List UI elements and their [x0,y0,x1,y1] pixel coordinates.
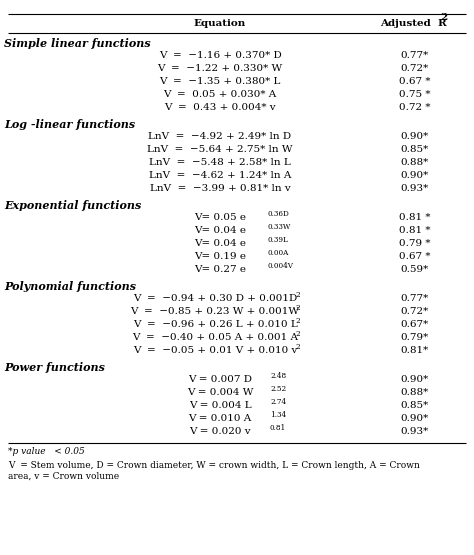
Text: 2.74: 2.74 [270,398,286,406]
Text: 0.36D: 0.36D [268,210,290,218]
Text: 0.67 *: 0.67 * [399,77,431,86]
Text: 0.90*: 0.90* [401,375,429,384]
Text: 0.59*: 0.59* [401,265,429,274]
Text: V= 0.19 e: V= 0.19 e [194,252,246,261]
Text: 0.88*: 0.88* [401,388,429,397]
Text: 0.67 *: 0.67 * [399,252,431,261]
Text: 0.39L: 0.39L [268,236,289,244]
Text: 0.81*: 0.81* [401,346,429,355]
Text: 0.75 *: 0.75 * [399,90,431,99]
Text: 2: 2 [295,317,300,325]
Text: V  =  0.05 + 0.030* A: V = 0.05 + 0.030* A [164,90,277,99]
Text: 0.72*: 0.72* [401,307,429,316]
Text: LnV  =  −3.99 + 0.81* ln v: LnV = −3.99 + 0.81* ln v [150,184,291,193]
Text: 0.79 *: 0.79 * [399,239,431,248]
Text: V  =  −0.96 + 0.26 L + 0.010 L: V = −0.96 + 0.26 L + 0.010 L [133,320,297,329]
Text: LnV  =  −5.64 + 2.75* ln W: LnV = −5.64 + 2.75* ln W [147,145,293,154]
Text: V  =  0.43 + 0.004* v: V = 0.43 + 0.004* v [164,103,276,112]
Text: 0.90*: 0.90* [401,414,429,423]
Text: 0.90*: 0.90* [401,171,429,180]
Text: 0.72 *: 0.72 * [399,103,431,112]
Text: 2: 2 [295,330,300,338]
Text: V = 0.004 W: V = 0.004 W [187,388,253,397]
Text: 1.34: 1.34 [270,411,286,419]
Text: V= 0.04 e: V= 0.04 e [194,239,246,248]
Text: V  =  −0.40 + 0.05 A + 0.001 A: V = −0.40 + 0.05 A + 0.001 A [132,333,298,342]
Text: Polynomial functions: Polynomial functions [4,281,136,292]
Text: 0.00A: 0.00A [268,249,289,257]
Text: 0.93*: 0.93* [401,427,429,436]
Text: V  =  −0.94 + 0.30 D + 0.001D: V = −0.94 + 0.30 D + 0.001D [133,294,297,303]
Text: V = 0.020 v: V = 0.020 v [189,427,251,436]
Text: *p value   < 0.05: *p value < 0.05 [8,447,85,457]
Text: 2: 2 [295,304,300,312]
Text: 0.77*: 0.77* [401,294,429,303]
Text: area, v = Crown volume: area, v = Crown volume [8,472,119,481]
Text: V  =  −0.85 + 0.23 W + 0.001W: V = −0.85 + 0.23 W + 0.001W [130,307,300,316]
Text: 0.81: 0.81 [270,424,286,432]
Text: 0.90*: 0.90* [401,132,429,141]
Text: 0.67*: 0.67* [401,320,429,329]
Text: Power functions: Power functions [4,362,105,373]
Text: 0.004V: 0.004V [268,262,294,270]
Text: 0.81 *: 0.81 * [399,226,431,235]
Text: V= 0.04 e: V= 0.04 e [194,226,246,235]
Text: V= 0.05 e: V= 0.05 e [194,213,246,222]
Text: Adjusted  R: Adjusted R [380,18,447,28]
Text: Simple linear functions: Simple linear functions [4,38,151,49]
Text: 0.85*: 0.85* [401,401,429,410]
Text: V = 0.004 L: V = 0.004 L [189,401,251,410]
Text: V= 0.27 e: V= 0.27 e [194,265,246,274]
Text: Equation: Equation [194,18,246,28]
Text: V  =  −1.35 + 0.380* L: V = −1.35 + 0.380* L [159,77,281,86]
Text: 2.48: 2.48 [270,372,286,380]
Text: 0.93*: 0.93* [401,184,429,193]
Text: Exponential functions: Exponential functions [4,200,141,211]
Text: 0.72*: 0.72* [401,64,429,73]
Text: 0.81 *: 0.81 * [399,213,431,222]
Text: LnV  =  −4.62 + 1.24* ln A: LnV = −4.62 + 1.24* ln A [149,171,291,180]
Text: 0.79*: 0.79* [401,333,429,342]
Text: 0.33W: 0.33W [268,223,292,231]
Text: 2.52: 2.52 [270,385,286,393]
Text: 2: 2 [440,13,447,23]
Text: 0.88*: 0.88* [401,158,429,167]
Text: 2: 2 [295,343,300,351]
Text: V  =  −1.22 + 0.330* W: V = −1.22 + 0.330* W [157,64,283,73]
Text: V = 0.007 D: V = 0.007 D [188,375,252,384]
Text: V  = Stem volume, D = Crown diameter, W = crown width, L = Crown length, A = Cro: V = Stem volume, D = Crown diameter, W =… [8,461,420,470]
Text: V  =  −1.16 + 0.370* D: V = −1.16 + 0.370* D [159,51,282,60]
Text: 0.85*: 0.85* [401,145,429,154]
Text: 0.77*: 0.77* [401,51,429,60]
Text: LnV  =  −4.92 + 2.49* ln D: LnV = −4.92 + 2.49* ln D [148,132,292,141]
Text: V  =  −0.05 + 0.01 V + 0.010 v: V = −0.05 + 0.01 V + 0.010 v [133,346,297,355]
Text: LnV  =  −5.48 + 2.58* ln L: LnV = −5.48 + 2.58* ln L [149,158,291,167]
Text: V = 0.010 A: V = 0.010 A [188,414,252,423]
Text: 2: 2 [295,291,300,299]
Text: Log -linear functions: Log -linear functions [4,119,135,130]
